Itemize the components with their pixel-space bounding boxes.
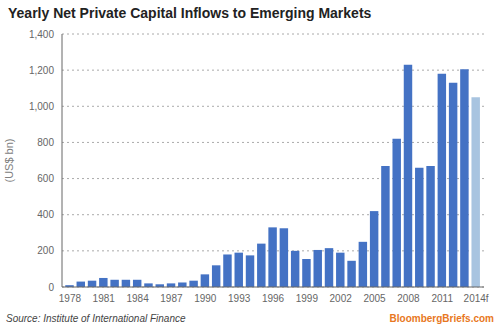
html-text:Yearly Net Private Capital Inf: Yearly Net Private Capital Inflows to Em… [8, 5, 372, 21]
svg-text:400: 400 [37, 209, 54, 220]
svg-text:1996: 1996 [262, 293, 285, 304]
svg-text:1,000: 1,000 [29, 101, 54, 112]
svg-text:2005: 2005 [363, 293, 386, 304]
svg-text:200: 200 [37, 245, 54, 256]
svg-text:1,400: 1,400 [29, 29, 54, 40]
svg-text:2002: 2002 [330, 293, 353, 304]
svg-text:600: 600 [37, 173, 54, 184]
svg-text:1993: 1993 [228, 293, 251, 304]
svg-text:2008: 2008 [397, 293, 420, 304]
svg-text:1990: 1990 [194, 293, 217, 304]
svg-text:1981: 1981 [93, 293, 116, 304]
svg-text:1984: 1984 [126, 293, 149, 304]
svg-text:0: 0 [48, 282, 54, 293]
html-text:Source: Institute of Internati: Source: Institute of International Finan… [6, 312, 186, 324]
svg-text:2014f: 2014f [464, 293, 489, 304]
svg-text:1999: 1999 [296, 293, 319, 304]
html-text:BloombergBriefs.com: BloombergBriefs.com [389, 312, 494, 324]
svg-text:1987: 1987 [160, 293, 183, 304]
svg-text:(US$ bn): (US$ bn) [8, 138, 15, 182]
svg-text:1978: 1978 [59, 293, 82, 304]
svg-text:2011: 2011 [431, 293, 453, 304]
svg-text:1,200: 1,200 [29, 65, 54, 76]
svg-text:800: 800 [37, 137, 54, 148]
